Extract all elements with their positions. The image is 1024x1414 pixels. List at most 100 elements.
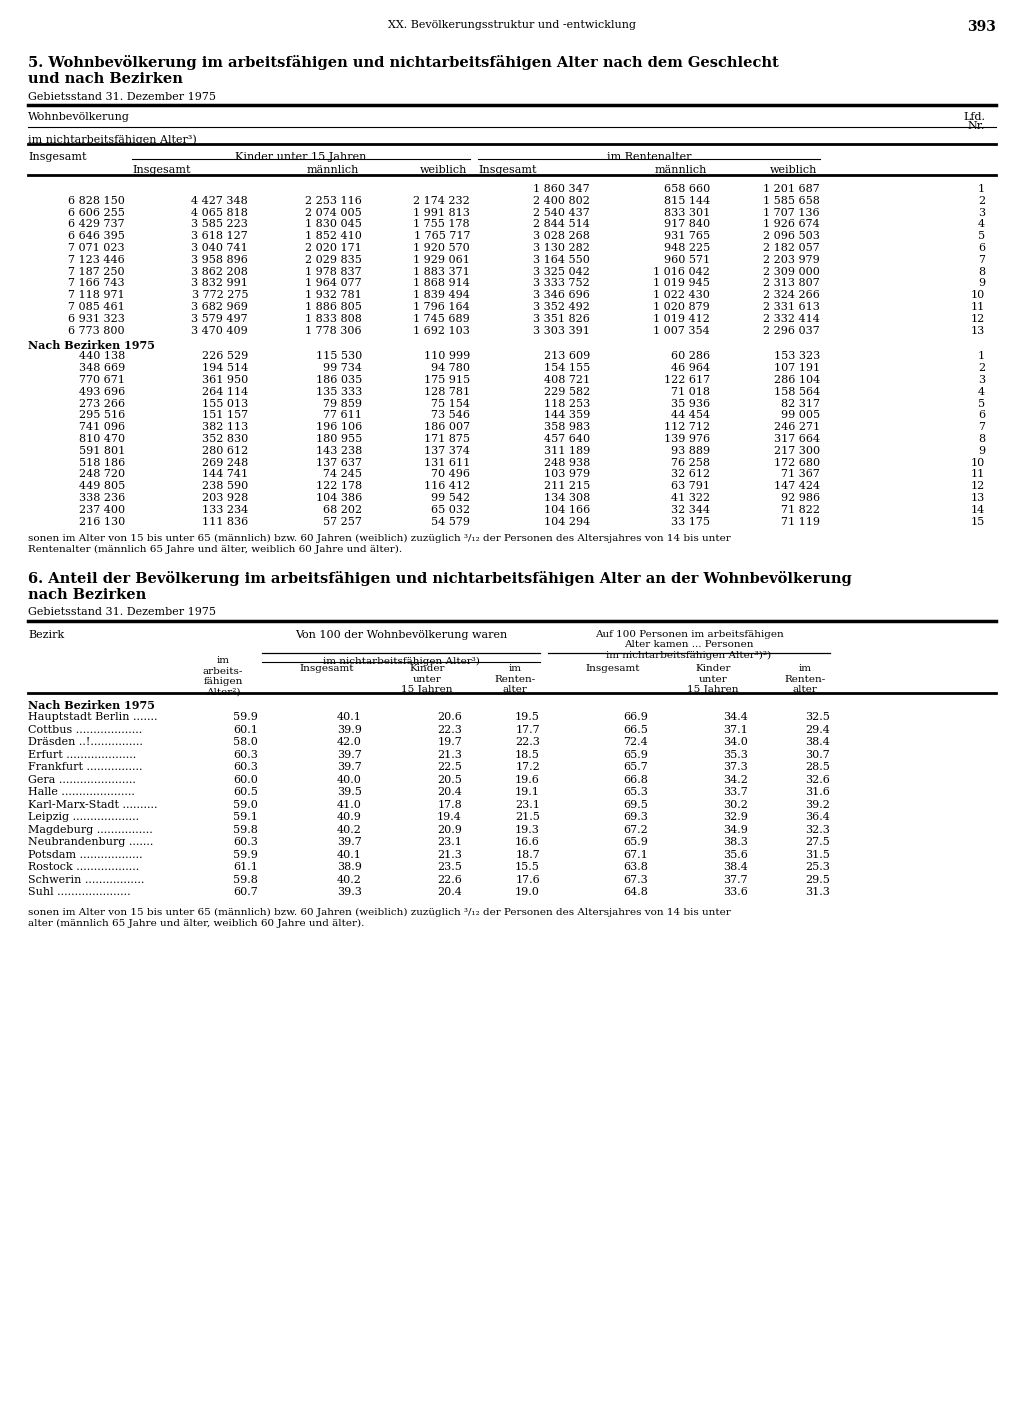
Text: 1 585 658: 1 585 658 <box>763 195 820 206</box>
Text: 6 931 323: 6 931 323 <box>69 314 125 324</box>
Text: 35.3: 35.3 <box>723 749 748 759</box>
Text: 33.7: 33.7 <box>723 788 748 797</box>
Text: männlich: männlich <box>307 165 359 175</box>
Text: 2 313 807: 2 313 807 <box>763 279 820 288</box>
Text: 39.2: 39.2 <box>805 800 830 810</box>
Text: 229 582: 229 582 <box>544 387 590 397</box>
Text: 3 579 497: 3 579 497 <box>191 314 248 324</box>
Text: 69.3: 69.3 <box>624 813 648 823</box>
Text: 246 271: 246 271 <box>774 423 820 433</box>
Text: 37.7: 37.7 <box>723 875 748 885</box>
Text: 1 964 077: 1 964 077 <box>305 279 362 288</box>
Text: 32.3: 32.3 <box>805 824 830 834</box>
Text: Karl-Marx-Stadt ..........: Karl-Marx-Stadt .......... <box>28 800 158 810</box>
Text: 393: 393 <box>967 20 996 34</box>
Text: 3 470 409: 3 470 409 <box>191 325 248 335</box>
Text: 8: 8 <box>978 434 985 444</box>
Text: 76 258: 76 258 <box>671 458 710 468</box>
Text: 217 300: 217 300 <box>774 445 820 455</box>
Text: im
arbeits-
fähigen
Alter²): im arbeits- fähigen Alter²) <box>203 656 243 697</box>
Text: 3 682 969: 3 682 969 <box>191 303 248 312</box>
Text: 39.9: 39.9 <box>337 725 362 735</box>
Text: 2 074 005: 2 074 005 <box>305 208 362 218</box>
Text: 7: 7 <box>978 423 985 433</box>
Text: 3 164 550: 3 164 550 <box>534 255 590 264</box>
Text: 2 400 802: 2 400 802 <box>534 195 590 206</box>
Text: 23.1: 23.1 <box>515 800 540 810</box>
Text: 25.3: 25.3 <box>805 863 830 872</box>
Text: Rostock ..................: Rostock .................. <box>28 863 139 872</box>
Text: 40.2: 40.2 <box>337 875 362 885</box>
Text: 1 692 103: 1 692 103 <box>413 325 470 335</box>
Text: 408 721: 408 721 <box>544 375 590 385</box>
Text: 1 886 805: 1 886 805 <box>305 303 362 312</box>
Text: 1 978 837: 1 978 837 <box>305 267 362 277</box>
Text: 493 696: 493 696 <box>79 387 125 397</box>
Text: 70 496: 70 496 <box>431 469 470 479</box>
Text: 1 019 412: 1 019 412 <box>653 314 710 324</box>
Text: 65.9: 65.9 <box>624 749 648 759</box>
Text: 3 130 282: 3 130 282 <box>534 243 590 253</box>
Text: 30.7: 30.7 <box>805 749 830 759</box>
Text: im nichtarbeitsfähigen Alter³)²): im nichtarbeitsfähigen Alter³)²) <box>606 650 771 659</box>
Text: 40.1: 40.1 <box>337 850 362 860</box>
Text: 2 020 171: 2 020 171 <box>305 243 362 253</box>
Text: 104 166: 104 166 <box>544 505 590 515</box>
Text: 60.7: 60.7 <box>233 888 258 898</box>
Text: 361 950: 361 950 <box>202 375 248 385</box>
Text: 63 791: 63 791 <box>671 481 710 491</box>
Text: im Rentenalter: im Rentenalter <box>607 151 691 163</box>
Text: 39.7: 39.7 <box>337 837 362 847</box>
Text: 211 215: 211 215 <box>544 481 590 491</box>
Text: 172 680: 172 680 <box>774 458 820 468</box>
Text: 34.2: 34.2 <box>723 775 748 785</box>
Text: 2 324 266: 2 324 266 <box>763 290 820 300</box>
Text: und nach Bezirken: und nach Bezirken <box>28 72 183 86</box>
Text: 11: 11 <box>971 469 985 479</box>
Text: 4 427 348: 4 427 348 <box>191 195 248 206</box>
Text: 31.3: 31.3 <box>805 888 830 898</box>
Text: 4 065 818: 4 065 818 <box>191 208 248 218</box>
Text: 2: 2 <box>978 195 985 206</box>
Text: 65.9: 65.9 <box>624 837 648 847</box>
Text: 134 308: 134 308 <box>544 493 590 503</box>
Text: 38.3: 38.3 <box>723 837 748 847</box>
Text: Leipzig ...................: Leipzig ................... <box>28 813 139 823</box>
Text: 71 119: 71 119 <box>781 516 820 526</box>
Text: 110 999: 110 999 <box>424 352 470 362</box>
Text: im
Renten-
alter: im Renten- alter <box>495 665 536 694</box>
Text: 60.1: 60.1 <box>233 725 258 735</box>
Text: 20.4: 20.4 <box>437 888 462 898</box>
Text: 5: 5 <box>978 232 985 242</box>
Text: 32 612: 32 612 <box>671 469 710 479</box>
Text: 20.4: 20.4 <box>437 788 462 797</box>
Text: 8: 8 <box>978 267 985 277</box>
Text: 59.9: 59.9 <box>233 713 258 723</box>
Text: 5: 5 <box>978 399 985 409</box>
Text: 68 202: 68 202 <box>323 505 362 515</box>
Text: 21.5: 21.5 <box>515 813 540 823</box>
Text: 69.5: 69.5 <box>624 800 648 810</box>
Text: 833 301: 833 301 <box>664 208 710 218</box>
Text: 6 828 150: 6 828 150 <box>69 195 125 206</box>
Text: 79 859: 79 859 <box>323 399 362 409</box>
Text: 99 542: 99 542 <box>431 493 470 503</box>
Text: 17.2: 17.2 <box>515 762 540 772</box>
Text: 7: 7 <box>978 255 985 264</box>
Text: 17.8: 17.8 <box>437 800 462 810</box>
Text: 4: 4 <box>978 387 985 397</box>
Text: 2 174 232: 2 174 232 <box>414 195 470 206</box>
Text: 33.6: 33.6 <box>723 888 748 898</box>
Text: 7 166 743: 7 166 743 <box>69 279 125 288</box>
Text: 103 979: 103 979 <box>544 469 590 479</box>
Text: 3: 3 <box>978 375 985 385</box>
Text: 158 564: 158 564 <box>774 387 820 397</box>
Text: 3 351 826: 3 351 826 <box>534 314 590 324</box>
Text: 13: 13 <box>971 325 985 335</box>
Text: 112 712: 112 712 <box>664 423 710 433</box>
Text: 15: 15 <box>971 516 985 526</box>
Text: 3 346 696: 3 346 696 <box>534 290 590 300</box>
Text: 7 085 461: 7 085 461 <box>69 303 125 312</box>
Text: 40.9: 40.9 <box>337 813 362 823</box>
Text: 38.9: 38.9 <box>337 863 362 872</box>
